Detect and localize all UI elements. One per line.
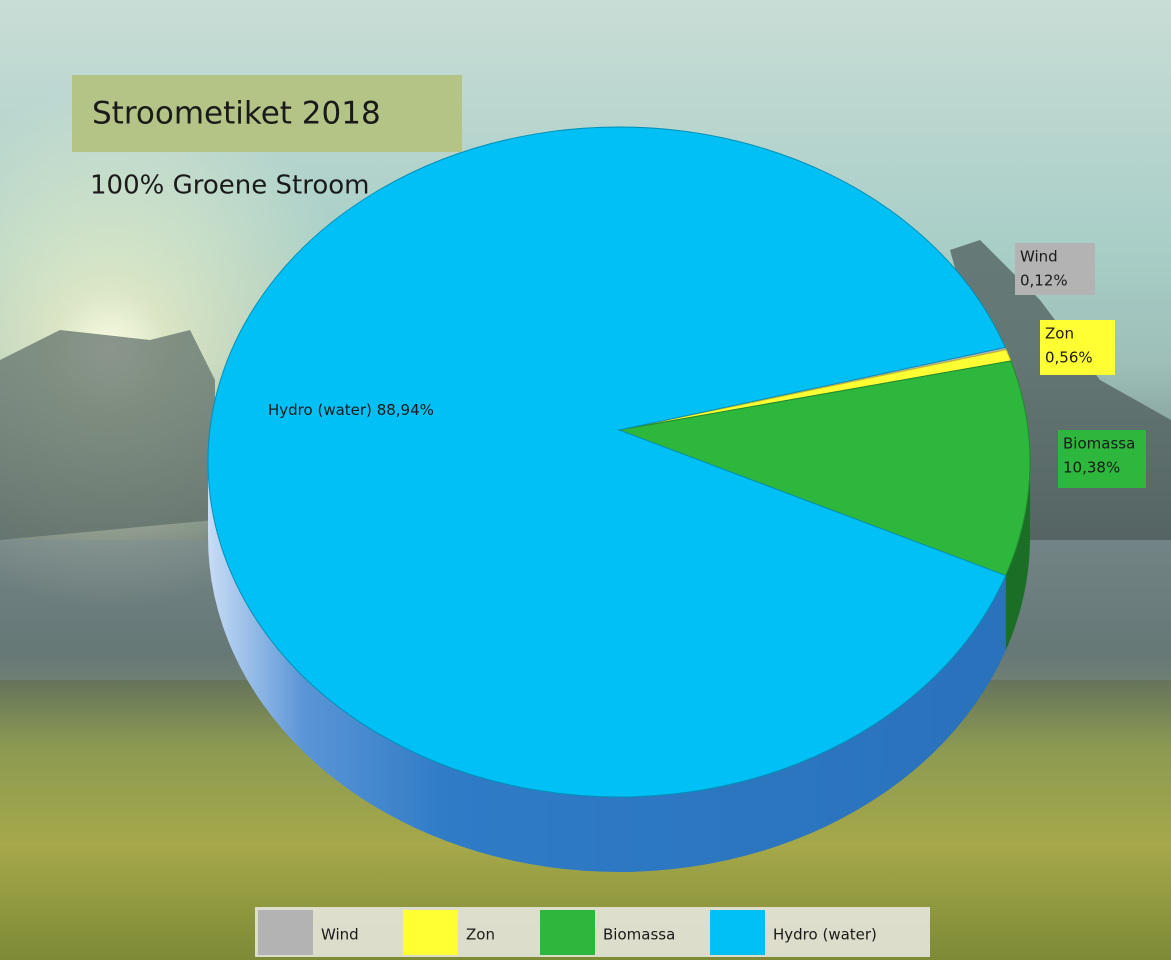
legend-swatch: [710, 910, 765, 955]
label-value: 88,94%: [377, 401, 434, 419]
legend-label: Wind: [321, 926, 359, 944]
label-category: Hydro (water): [268, 401, 372, 419]
legend-label: Zon: [466, 926, 495, 944]
data-labels: Wind 0,12% Zon 0,56% Biomassa 10,38% Hydro (wa…: [268, 243, 1146, 488]
legend-swatch: [540, 910, 595, 955]
pie-slice: [617, 360, 1031, 577]
label-box: [1015, 243, 1095, 295]
label-value: 10,38%: [1063, 459, 1120, 477]
label-box: [1058, 430, 1146, 488]
pie-slice: [207, 126, 1007, 798]
mountain: [0, 330, 215, 540]
chart-title: Stroometiket 2018: [92, 96, 381, 132]
label-category: Wind: [1020, 248, 1058, 266]
legend-label: Hydro (water): [773, 926, 877, 944]
data-label: Hydro (water) 88,94%: [268, 401, 434, 419]
legend-swatch: [258, 910, 313, 955]
pie: [207, 126, 1031, 872]
label-value: 0,12%: [1020, 272, 1068, 290]
pie-side: [208, 462, 1006, 872]
title-box: [72, 75, 462, 152]
label-category: Biomassa: [1063, 435, 1135, 453]
label-category: Zon: [1045, 325, 1074, 343]
legend-label: Biomassa: [603, 926, 675, 944]
pie-side: [1005, 462, 1030, 651]
label-box: [1040, 320, 1115, 375]
chart-subtitle: 100% Groene Stroom: [90, 171, 369, 201]
legend: Wind Zon Biomassa Hydro (water): [258, 910, 877, 955]
legend-swatch: [403, 910, 458, 955]
label-value: 0,56%: [1045, 349, 1093, 367]
